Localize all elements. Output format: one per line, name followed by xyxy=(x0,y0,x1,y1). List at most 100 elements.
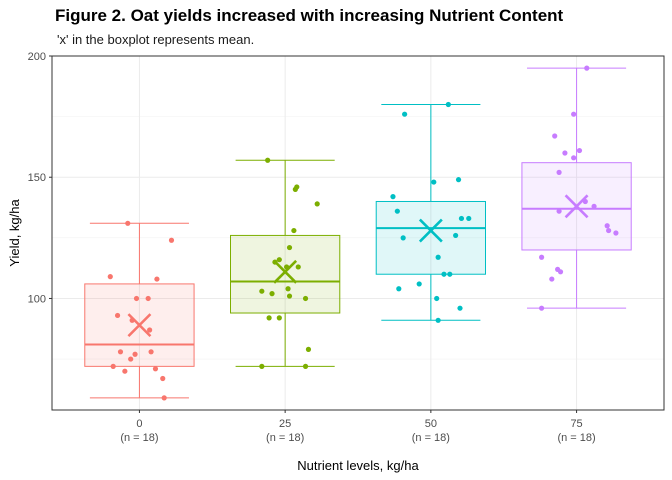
data-point xyxy=(431,179,437,185)
data-point xyxy=(117,349,124,355)
data-point xyxy=(292,186,298,192)
data-point xyxy=(539,305,545,311)
x-tick-label: 50 xyxy=(425,418,437,430)
data-point xyxy=(556,208,562,214)
mean-marker xyxy=(127,313,152,338)
data-point xyxy=(132,351,138,357)
data-point xyxy=(269,291,275,297)
data-point xyxy=(125,220,131,226)
box-iqr xyxy=(375,200,487,275)
y-axis-title: Yield, kg/ha xyxy=(7,199,22,267)
data-points xyxy=(107,65,619,401)
data-point xyxy=(128,356,134,362)
data-point xyxy=(562,150,568,156)
mean-marker xyxy=(418,218,443,243)
data-point xyxy=(147,327,153,333)
x-tick-count-label: (n = 18) xyxy=(120,432,158,444)
data-point xyxy=(161,395,167,401)
data-point xyxy=(390,194,396,200)
data-point xyxy=(168,237,175,243)
data-point xyxy=(133,295,140,302)
box-50 xyxy=(375,103,487,321)
data-point xyxy=(571,155,577,161)
mean-markers xyxy=(127,194,589,338)
data-point xyxy=(148,349,154,355)
data-point xyxy=(455,177,462,183)
plot-panel xyxy=(52,56,664,410)
data-point xyxy=(286,293,293,299)
data-point xyxy=(291,227,297,234)
data-point xyxy=(606,227,612,234)
plot-panel-border xyxy=(51,55,665,411)
data-point xyxy=(314,201,320,207)
data-point xyxy=(110,363,116,369)
data-point xyxy=(435,254,441,260)
data-point xyxy=(453,232,459,239)
mean-stroke xyxy=(418,218,443,243)
data-point xyxy=(604,223,610,229)
data-point xyxy=(576,147,583,154)
data-point xyxy=(571,111,577,117)
data-point xyxy=(556,169,562,175)
x-axis-title: Nutrient levels, kg/ha xyxy=(297,458,419,473)
data-point xyxy=(539,254,545,260)
data-point xyxy=(276,257,282,263)
data-point xyxy=(552,133,558,139)
data-point xyxy=(305,346,312,352)
data-point xyxy=(396,286,402,292)
axes: 100 150 200 0 (n = 18) 25 (n = 18) 50 (n = 18) 75… xyxy=(28,51,596,444)
box-iqr xyxy=(230,234,341,314)
data-point xyxy=(458,215,465,222)
x-tick-count-label: (n = 18) xyxy=(412,432,450,444)
x-tick-count-label: (n = 18) xyxy=(266,432,304,444)
data-point xyxy=(259,363,265,369)
mean-stroke xyxy=(273,259,298,284)
chart-subtitle: 'x' in the boxplot represents mean. xyxy=(57,32,255,47)
data-point xyxy=(457,305,463,311)
data-point xyxy=(160,375,166,382)
data-point xyxy=(286,244,293,251)
mean-marker xyxy=(273,259,298,284)
data-point xyxy=(591,203,597,209)
chart-title: Figure 2. Oat yields increased with incr… xyxy=(55,6,564,25)
x-tick-label: 25 xyxy=(279,418,291,430)
mean-stroke xyxy=(127,313,152,338)
data-point xyxy=(584,65,590,71)
data-point xyxy=(107,274,113,280)
data-point xyxy=(154,276,160,282)
data-point xyxy=(400,235,406,241)
data-point xyxy=(394,208,400,214)
data-point xyxy=(295,264,301,270)
x-tick-label: 75 xyxy=(570,418,582,430)
data-point xyxy=(302,295,309,302)
y-tick-label: 200 xyxy=(28,51,46,63)
data-point xyxy=(122,368,128,374)
data-point xyxy=(259,288,265,294)
box-25 xyxy=(230,159,341,367)
x-tick-label: 0 xyxy=(136,418,142,430)
data-point xyxy=(265,157,271,163)
x-tick-count-label: (n = 18) xyxy=(557,432,595,444)
data-point xyxy=(557,269,564,275)
data-point xyxy=(266,315,272,321)
y-tick-label: 100 xyxy=(28,293,46,305)
data-point xyxy=(549,276,555,282)
data-point xyxy=(613,230,619,236)
data-point xyxy=(447,271,453,277)
data-point xyxy=(276,315,282,321)
data-point xyxy=(435,317,441,323)
data-point xyxy=(445,101,451,108)
mean-marker xyxy=(564,194,589,219)
data-point xyxy=(441,271,447,277)
data-point xyxy=(416,281,422,287)
data-point xyxy=(114,312,121,319)
data-point xyxy=(302,363,309,369)
data-point xyxy=(152,366,159,372)
mean-stroke xyxy=(564,194,589,219)
data-point xyxy=(402,111,408,117)
y-tick-label: 150 xyxy=(28,172,46,184)
data-point xyxy=(434,295,440,302)
data-point xyxy=(285,286,291,292)
data-point xyxy=(145,295,151,302)
